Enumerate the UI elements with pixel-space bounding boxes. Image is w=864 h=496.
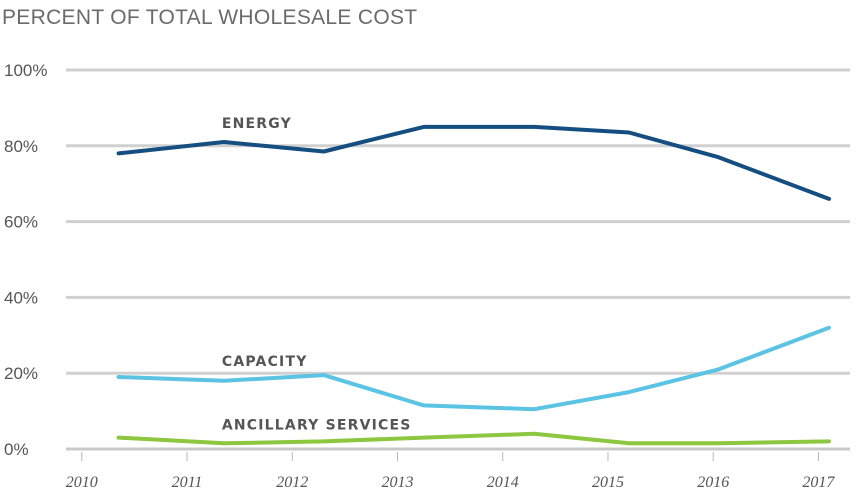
series-line-ancillary-services xyxy=(116,431,831,446)
x-tick-label: 2014 xyxy=(487,474,519,491)
series-label-energy: ENERGY xyxy=(222,116,292,132)
y-axis-ticks: 100% 80% 60% 40% 20% 0% xyxy=(4,61,47,459)
series-lines xyxy=(116,124,831,446)
series-label-ancillary-services: ANCILLARY SERVICES xyxy=(222,417,412,433)
x-axis-ticks: 2010 2011 2012 2013 2014 2015 2016 2017 xyxy=(66,452,835,491)
y-tick-label: 80% xyxy=(4,137,38,156)
series-label-capacity: CAPACITY xyxy=(222,354,308,370)
x-tick-label: 2013 xyxy=(381,474,413,491)
y-tick-label: 40% xyxy=(4,288,38,307)
series-line-capacity xyxy=(116,325,831,412)
y-tick-label: 0% xyxy=(4,440,29,459)
y-tick-label: 100% xyxy=(4,61,47,80)
x-tick-label: 2017 xyxy=(802,474,835,491)
series-line-energy xyxy=(116,124,831,201)
y-tick-label: 20% xyxy=(4,364,38,383)
chart-title: PERCENT OF TOTAL WHOLESALE COST xyxy=(2,6,417,29)
x-tick-label: 2015 xyxy=(592,474,624,491)
y-tick-label: 60% xyxy=(4,213,38,232)
x-tick-label: 2012 xyxy=(276,474,308,491)
series-labels: ENERGY CAPACITY ANCILLARY SERVICES xyxy=(222,116,412,433)
x-tick-label: 2010 xyxy=(66,474,98,491)
x-tick-label: 2016 xyxy=(697,474,729,491)
x-tick-label: 2011 xyxy=(172,474,203,491)
